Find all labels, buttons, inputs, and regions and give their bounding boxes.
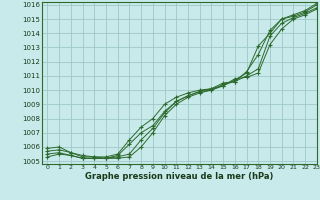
X-axis label: Graphe pression niveau de la mer (hPa): Graphe pression niveau de la mer (hPa): [85, 172, 273, 181]
